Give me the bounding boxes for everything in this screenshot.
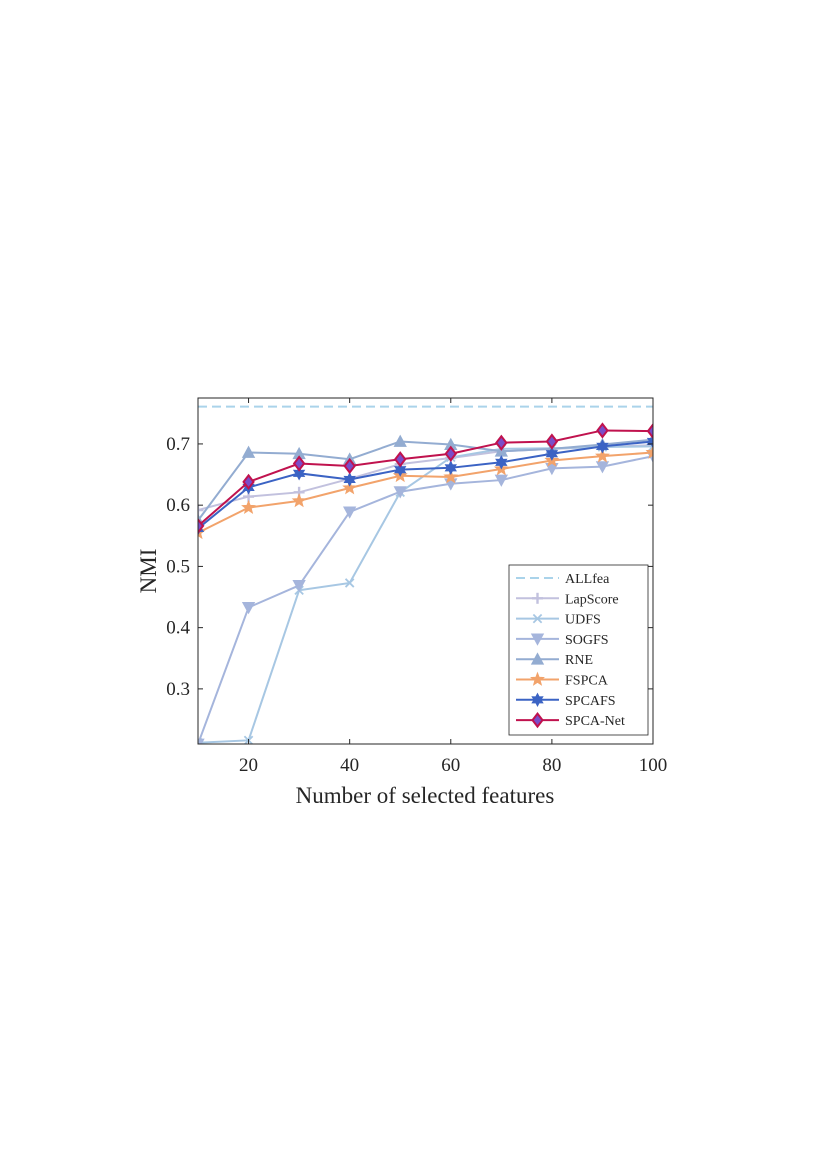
legend-label: UDFS bbox=[565, 613, 601, 628]
data-point-rne bbox=[393, 434, 407, 447]
y-tick-label: 0.7 bbox=[166, 434, 190, 455]
legend-marker bbox=[532, 592, 543, 604]
legend-item-allfea: ALLfea bbox=[516, 572, 610, 587]
legend-marker bbox=[530, 652, 545, 665]
data-point-spca-net bbox=[646, 422, 653, 440]
legend-item-sogfs: SOGFS bbox=[516, 633, 609, 648]
data-point-spca-net bbox=[343, 457, 356, 475]
legend: ALLfea LapScore UDFS SOGFS RNE FSPCA SPCAFS SPC… bbox=[508, 564, 649, 736]
legend-marker bbox=[530, 633, 545, 646]
legend-label: SOGFS bbox=[565, 633, 609, 648]
data-point-fspca bbox=[291, 493, 307, 508]
series-line-spca-net bbox=[198, 429, 653, 527]
y-tick-label: 0.6 bbox=[166, 495, 190, 516]
data-point-fspca bbox=[443, 469, 459, 484]
data-point-fspca bbox=[594, 448, 610, 463]
data-point-sogfs bbox=[198, 738, 205, 744]
y-tick-label: 0.5 bbox=[166, 556, 190, 577]
data-point-spca-net bbox=[393, 451, 407, 468]
data-point-spcafs bbox=[495, 455, 508, 470]
y-tick-label: 0.3 bbox=[166, 679, 190, 700]
legend-label: RNE bbox=[565, 653, 593, 668]
legend-item-fspca: FSPCA bbox=[516, 671, 609, 689]
x-tick-label: 80 bbox=[542, 755, 561, 776]
data-point-spcafs bbox=[646, 434, 653, 449]
data-point-sogfs bbox=[595, 461, 610, 474]
series-layer bbox=[198, 405, 653, 744]
series-sogfs bbox=[198, 450, 653, 744]
legend-label: SPCAFS bbox=[565, 694, 616, 709]
legend-label: ALLfea bbox=[565, 572, 610, 587]
series-line-lapscore bbox=[198, 444, 653, 512]
legend-marker bbox=[531, 711, 544, 729]
series-line-sogfs bbox=[198, 455, 653, 744]
data-point-fspca bbox=[645, 444, 653, 459]
legend-item-udfs: UDFS bbox=[516, 613, 601, 628]
data-point-fspca bbox=[241, 499, 257, 514]
legend-item-lapscore: LapScore bbox=[516, 592, 619, 607]
legend-marker bbox=[530, 671, 545, 686]
x-tick-label: 40 bbox=[340, 755, 359, 776]
x-tick-label: 60 bbox=[441, 755, 460, 776]
series-fspca bbox=[198, 444, 653, 540]
legend-label: FSPCA bbox=[565, 674, 609, 689]
x-tick-label: 20 bbox=[239, 755, 258, 776]
data-point-lapscore bbox=[647, 439, 653, 451]
x-axis-title: Number of selected features bbox=[296, 783, 555, 808]
data-point-spca-net bbox=[242, 473, 255, 491]
data-point-spca-net bbox=[292, 455, 306, 472]
data-point-spca-net bbox=[444, 445, 458, 462]
legend-item-spca-net: SPCA-Net bbox=[516, 711, 625, 729]
data-point-lapscore bbox=[198, 504, 204, 516]
data-point-sogfs bbox=[342, 506, 357, 519]
data-point-spca-net bbox=[495, 434, 508, 451]
y-axis-title: NMI bbox=[136, 549, 161, 594]
legend-label: SPCA-Net bbox=[565, 714, 625, 729]
data-point-spca-net bbox=[545, 433, 559, 450]
data-point-spcafs bbox=[545, 446, 559, 461]
data-point-spcafs bbox=[444, 460, 457, 475]
data-point-spca-net bbox=[596, 422, 609, 439]
data-point-sogfs bbox=[393, 486, 407, 499]
legend-label: LapScore bbox=[565, 592, 619, 607]
legend-marker bbox=[531, 692, 544, 707]
data-point-fspca bbox=[342, 480, 358, 495]
series-line-rne bbox=[198, 438, 653, 522]
legend-item-rne: RNE bbox=[516, 652, 593, 668]
data-point-spcafs bbox=[292, 466, 306, 481]
data-point-sogfs bbox=[241, 602, 256, 615]
legend-marker bbox=[532, 613, 543, 624]
data-point-spcafs bbox=[596, 439, 609, 454]
data-point-spcafs bbox=[394, 462, 407, 477]
series-line-fspca bbox=[198, 451, 653, 534]
legend-item-spcafs: SPCAFS bbox=[516, 692, 616, 709]
y-tick-label: 0.4 bbox=[166, 618, 190, 639]
data-point-rne bbox=[241, 445, 256, 458]
data-point-sogfs bbox=[494, 474, 509, 487]
data-point-spca-net bbox=[198, 517, 205, 535]
x-tick-label: 100 bbox=[639, 755, 668, 776]
data-point-sogfs bbox=[292, 579, 306, 593]
data-point-spcafs bbox=[343, 472, 356, 487]
ticks-layer: 20 40 60 80 100 0.3 0.4 0.5 0.6 0.7 bbox=[166, 398, 667, 776]
data-point-udfs bbox=[344, 578, 355, 588]
axes-box bbox=[197, 397, 654, 745]
legend-box bbox=[508, 564, 649, 736]
series-spca-net bbox=[198, 422, 653, 535]
series-line-spcafs bbox=[198, 440, 653, 530]
series-spcafs bbox=[198, 434, 653, 536]
